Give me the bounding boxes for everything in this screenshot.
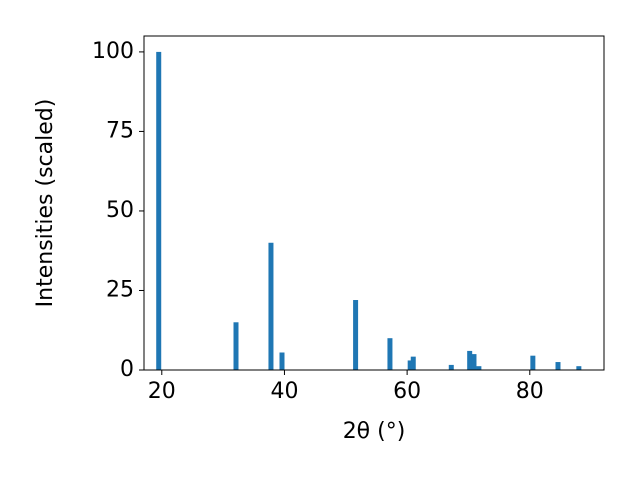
bar <box>476 366 482 370</box>
x-tick-label: 60 <box>393 379 421 404</box>
y-tick-label: 100 <box>92 39 134 64</box>
bar <box>410 356 416 370</box>
bar <box>467 350 473 370</box>
bar <box>387 338 393 370</box>
bar <box>471 354 477 370</box>
bar <box>268 242 274 370</box>
y-tick-label: 50 <box>106 198 134 223</box>
x-tick-label: 80 <box>516 379 544 404</box>
bar <box>407 360 413 370</box>
y-tick-label: 0 <box>120 357 134 382</box>
bar <box>576 366 582 370</box>
y-tick-label: 75 <box>106 118 134 143</box>
bar <box>448 364 454 370</box>
x-tick-label: 40 <box>270 379 298 404</box>
bar <box>530 355 536 370</box>
y-tick-label: 25 <box>106 277 134 302</box>
bar <box>353 300 359 370</box>
bar <box>555 362 561 370</box>
x-axis-label: 2θ (°) <box>343 419 406 444</box>
plot-frame <box>143 35 605 371</box>
y-axis-label: Intensities (scaled) <box>33 99 58 308</box>
bar <box>156 51 162 371</box>
bar <box>279 352 285 370</box>
x-tick-label: 20 <box>148 379 176 404</box>
bar <box>233 322 239 370</box>
